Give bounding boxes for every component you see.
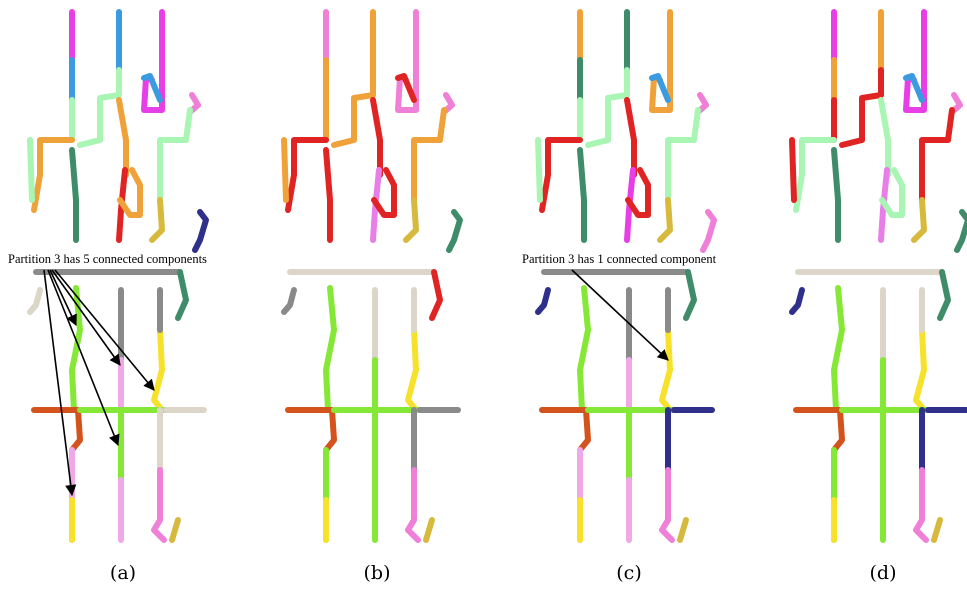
network-segment [700,209,717,253]
network-segment [27,137,35,203]
network-segment [913,467,929,543]
network-segment [69,147,79,243]
network-segment [405,327,419,413]
network-segment [683,269,697,321]
network-segment [878,167,890,243]
network-segment [446,209,463,253]
network-segment [793,407,845,453]
network-segment [659,467,675,543]
network-segment [624,97,637,178]
network-segment [831,147,841,243]
network-segment [535,287,551,315]
network-segment [911,197,927,243]
network-segment [931,517,943,543]
network-panel-c [535,9,717,543]
network-segment [157,107,193,203]
annotation-arrow [54,269,155,391]
network-segment [839,67,884,148]
network-segment [370,97,383,178]
network-segment [919,107,955,203]
panels-group [27,9,967,543]
network-segment [577,285,591,413]
network-segment [31,137,75,213]
network-segment [116,167,128,243]
network-segment [281,137,289,203]
network-segment [395,73,417,103]
network-panel-a [27,9,209,543]
network-segment [423,517,435,543]
network-panel-b [281,9,463,543]
annotation-c: Partition 3 has 1 connected component [522,252,717,266]
network-segment [793,137,837,213]
network-segment [937,269,951,321]
network-segment [657,197,673,243]
network-segment [405,467,421,543]
network-segment [624,167,636,243]
network-segment [659,327,673,413]
network-segment [879,167,905,218]
network-segment [665,107,701,203]
network-segment [151,467,167,543]
network-segment [192,209,209,253]
network-segment [77,67,122,148]
network-panel-d [789,9,967,543]
network-segment [285,137,329,213]
network-segment [151,327,165,413]
caption-c: (c) [616,562,642,584]
network-segment [411,107,447,203]
network-segment [649,73,671,103]
network-segment [789,137,797,203]
network-segment [539,137,583,213]
network-segment [285,407,337,453]
network-segment [371,167,397,218]
annotation-arrow [49,269,77,327]
network-segment [141,73,163,103]
network-segment [535,137,543,203]
network-segment [539,407,591,453]
network-segment [149,197,165,243]
network-segment [878,97,891,178]
network-segment [331,67,376,148]
network-segment [69,285,83,413]
network-segment [903,73,925,103]
network-segment [31,407,83,453]
network-segment [585,67,630,148]
network-segment [116,97,129,178]
caption-b: (b) [363,562,391,584]
network-segment [677,517,689,543]
network-segment [954,209,967,253]
network-segment [281,287,297,315]
annotation-arrow [571,269,669,361]
annotations-group: Partition 3 has 5 connected components P… [8,252,717,497]
annotation-arrow [43,269,77,497]
caption-d: (d) [869,562,897,584]
annotation-arrow [51,269,121,366]
network-segment [429,269,443,321]
caption-a: (a) [109,562,137,584]
annotation-a: Partition 3 has 5 connected components [8,252,207,266]
annotation-arrow [47,269,120,447]
network-segment [117,167,143,218]
network-segment [323,147,333,243]
network-segment [27,287,43,315]
network-segment [831,285,845,413]
network-segment [789,287,805,315]
network-segment [577,147,587,243]
network-segment [323,285,337,413]
network-segment [625,167,651,218]
network-segment [175,269,189,321]
network-segment [403,197,419,243]
network-segment [370,167,382,243]
network-segment [913,327,927,413]
network-segment [169,517,181,543]
